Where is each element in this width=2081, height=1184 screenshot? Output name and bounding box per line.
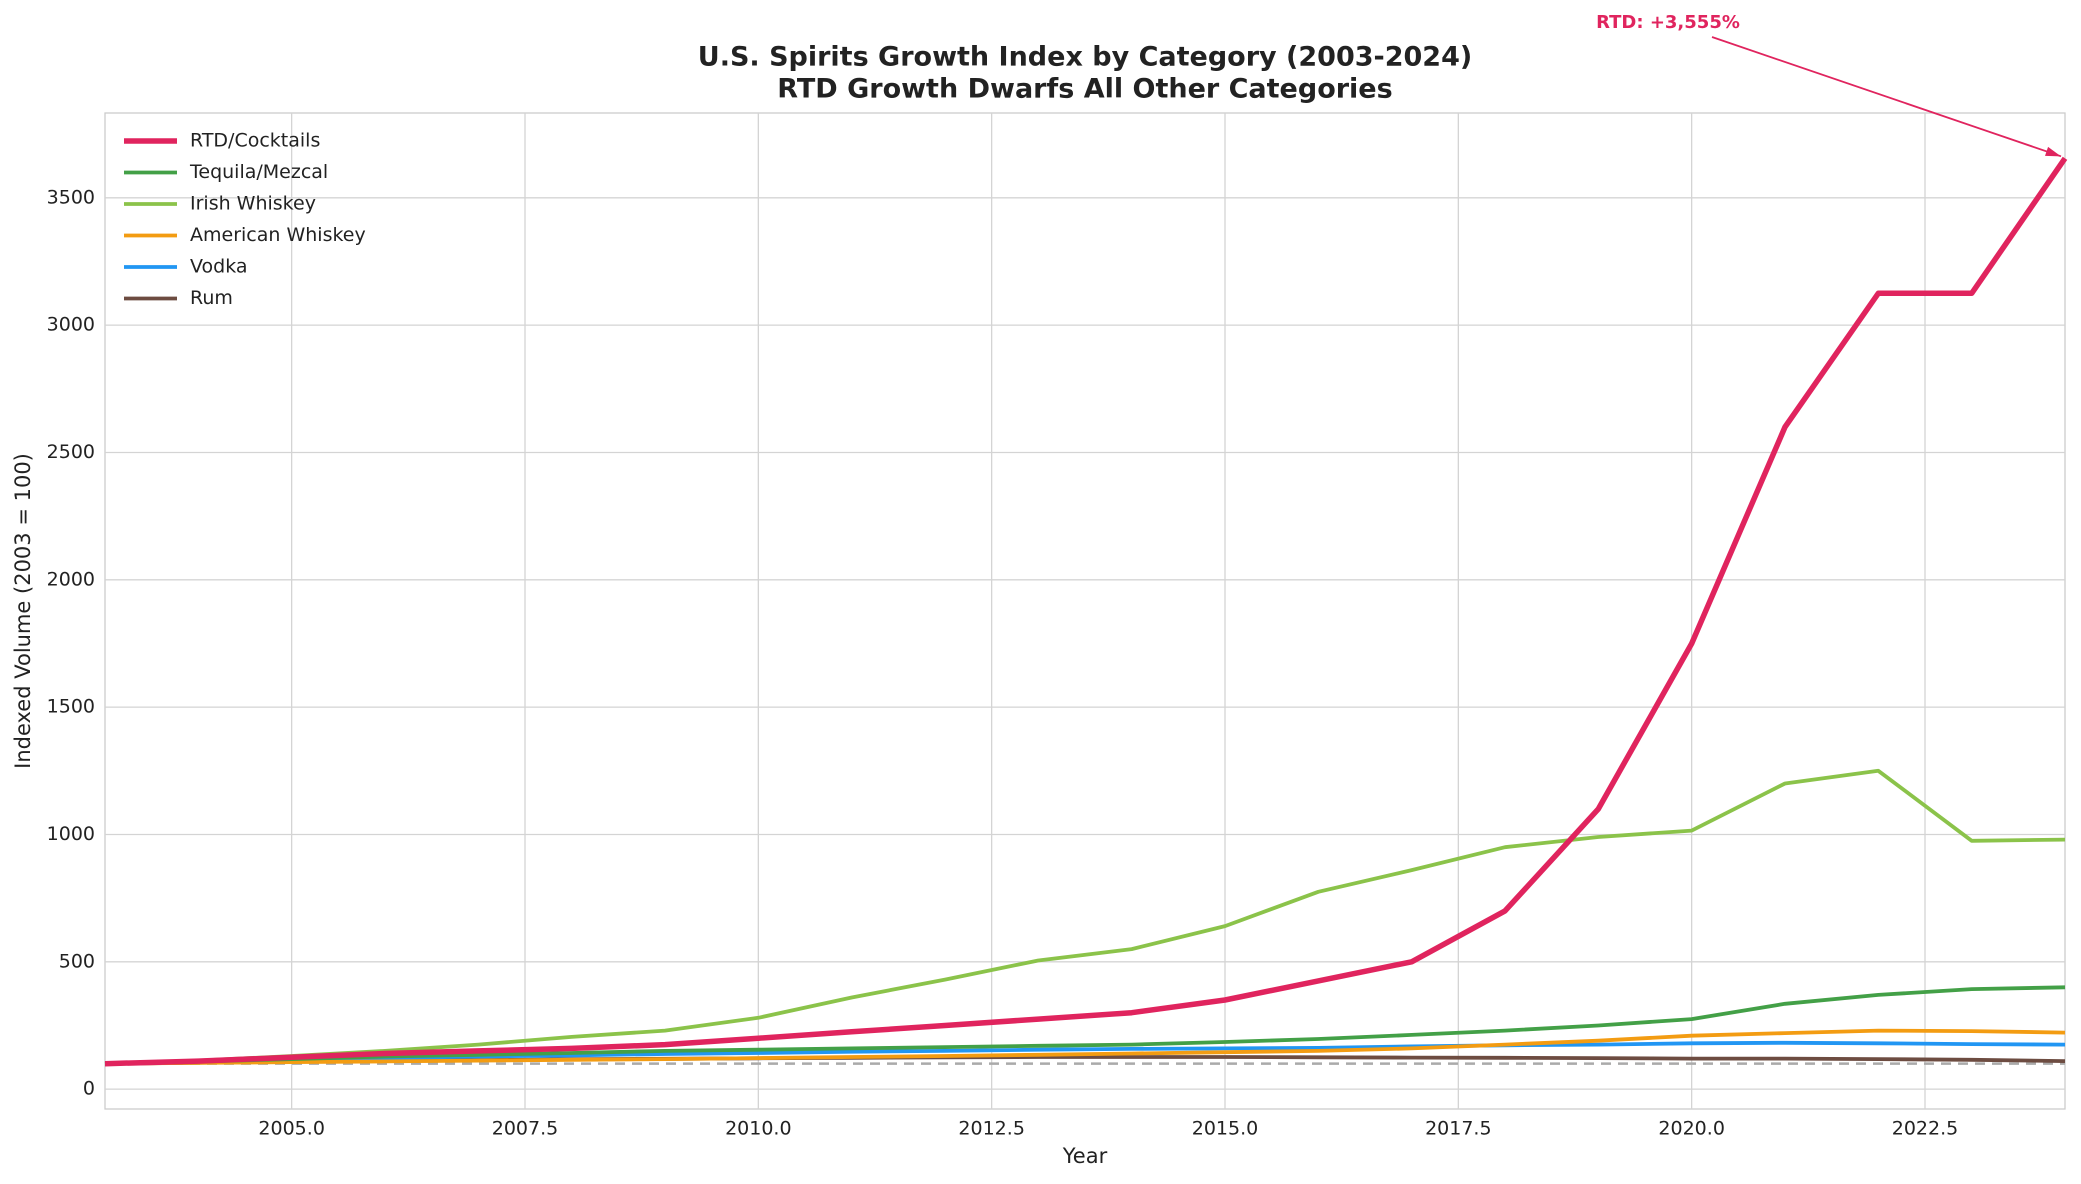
y-tick-label: 2500 xyxy=(47,441,95,463)
series-line xyxy=(104,768,2066,1066)
y-tick-label: 1500 xyxy=(47,696,95,718)
x-tick-label: 2022.5 xyxy=(1892,1118,1958,1140)
plot-area xyxy=(104,112,2066,1110)
chart-title: U.S. Spirits Growth Index by Category (2… xyxy=(698,42,1472,73)
y-tick-label: 1000 xyxy=(47,823,95,845)
legend-label: Irish Whiskey xyxy=(190,193,316,215)
y-tick-label: 2000 xyxy=(47,568,95,590)
x-tick-label: 2005.0 xyxy=(258,1118,324,1140)
x-tick-label: 2020.0 xyxy=(1658,1118,1724,1140)
annotation-arrow xyxy=(1711,36,2062,158)
series-line xyxy=(104,156,2068,1067)
legend-label: Vodka xyxy=(190,256,248,278)
x-tick-label: 2012.5 xyxy=(958,1118,1024,1140)
x-tick-label: 2017.5 xyxy=(1425,1118,1491,1140)
y-tick-label: 3500 xyxy=(47,186,95,208)
chart-subtitle: RTD Growth Dwarfs All Other Categories xyxy=(777,74,1392,105)
y-tick-label: 3000 xyxy=(47,314,95,336)
series-line xyxy=(104,985,2066,1066)
x-tick-label: 2007.5 xyxy=(492,1118,558,1140)
annotation-arrowhead xyxy=(2045,146,2061,157)
x-tick-label: 2015.0 xyxy=(1192,1118,1258,1140)
series-line xyxy=(104,1028,2066,1066)
legend-label: Tequila/Mezcal xyxy=(189,161,328,183)
annotation-text: RTD: +3,555% xyxy=(1596,12,1740,33)
x-tick-label: 2010.0 xyxy=(725,1118,791,1140)
legend-label: RTD/Cocktails xyxy=(190,130,320,152)
legend-label: American Whiskey xyxy=(190,224,366,246)
legend-label: Rum xyxy=(190,287,233,309)
y-axis-label: Indexed Volume (2003 = 100) xyxy=(11,453,35,769)
y-tick-label: 500 xyxy=(59,950,95,972)
y-tick-label: 0 xyxy=(83,1078,95,1100)
x-axis-label: Year xyxy=(1062,1144,1108,1168)
